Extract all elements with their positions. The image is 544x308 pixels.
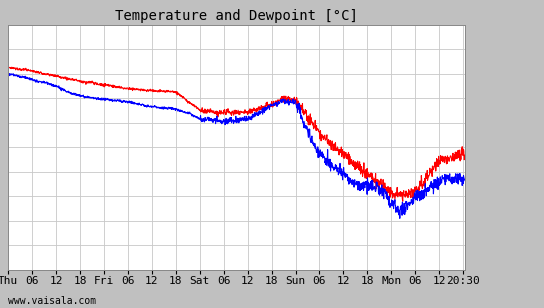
Text: www.vaisala.com: www.vaisala.com <box>8 297 96 306</box>
Title: Temperature and Dewpoint [°C]: Temperature and Dewpoint [°C] <box>115 10 358 23</box>
